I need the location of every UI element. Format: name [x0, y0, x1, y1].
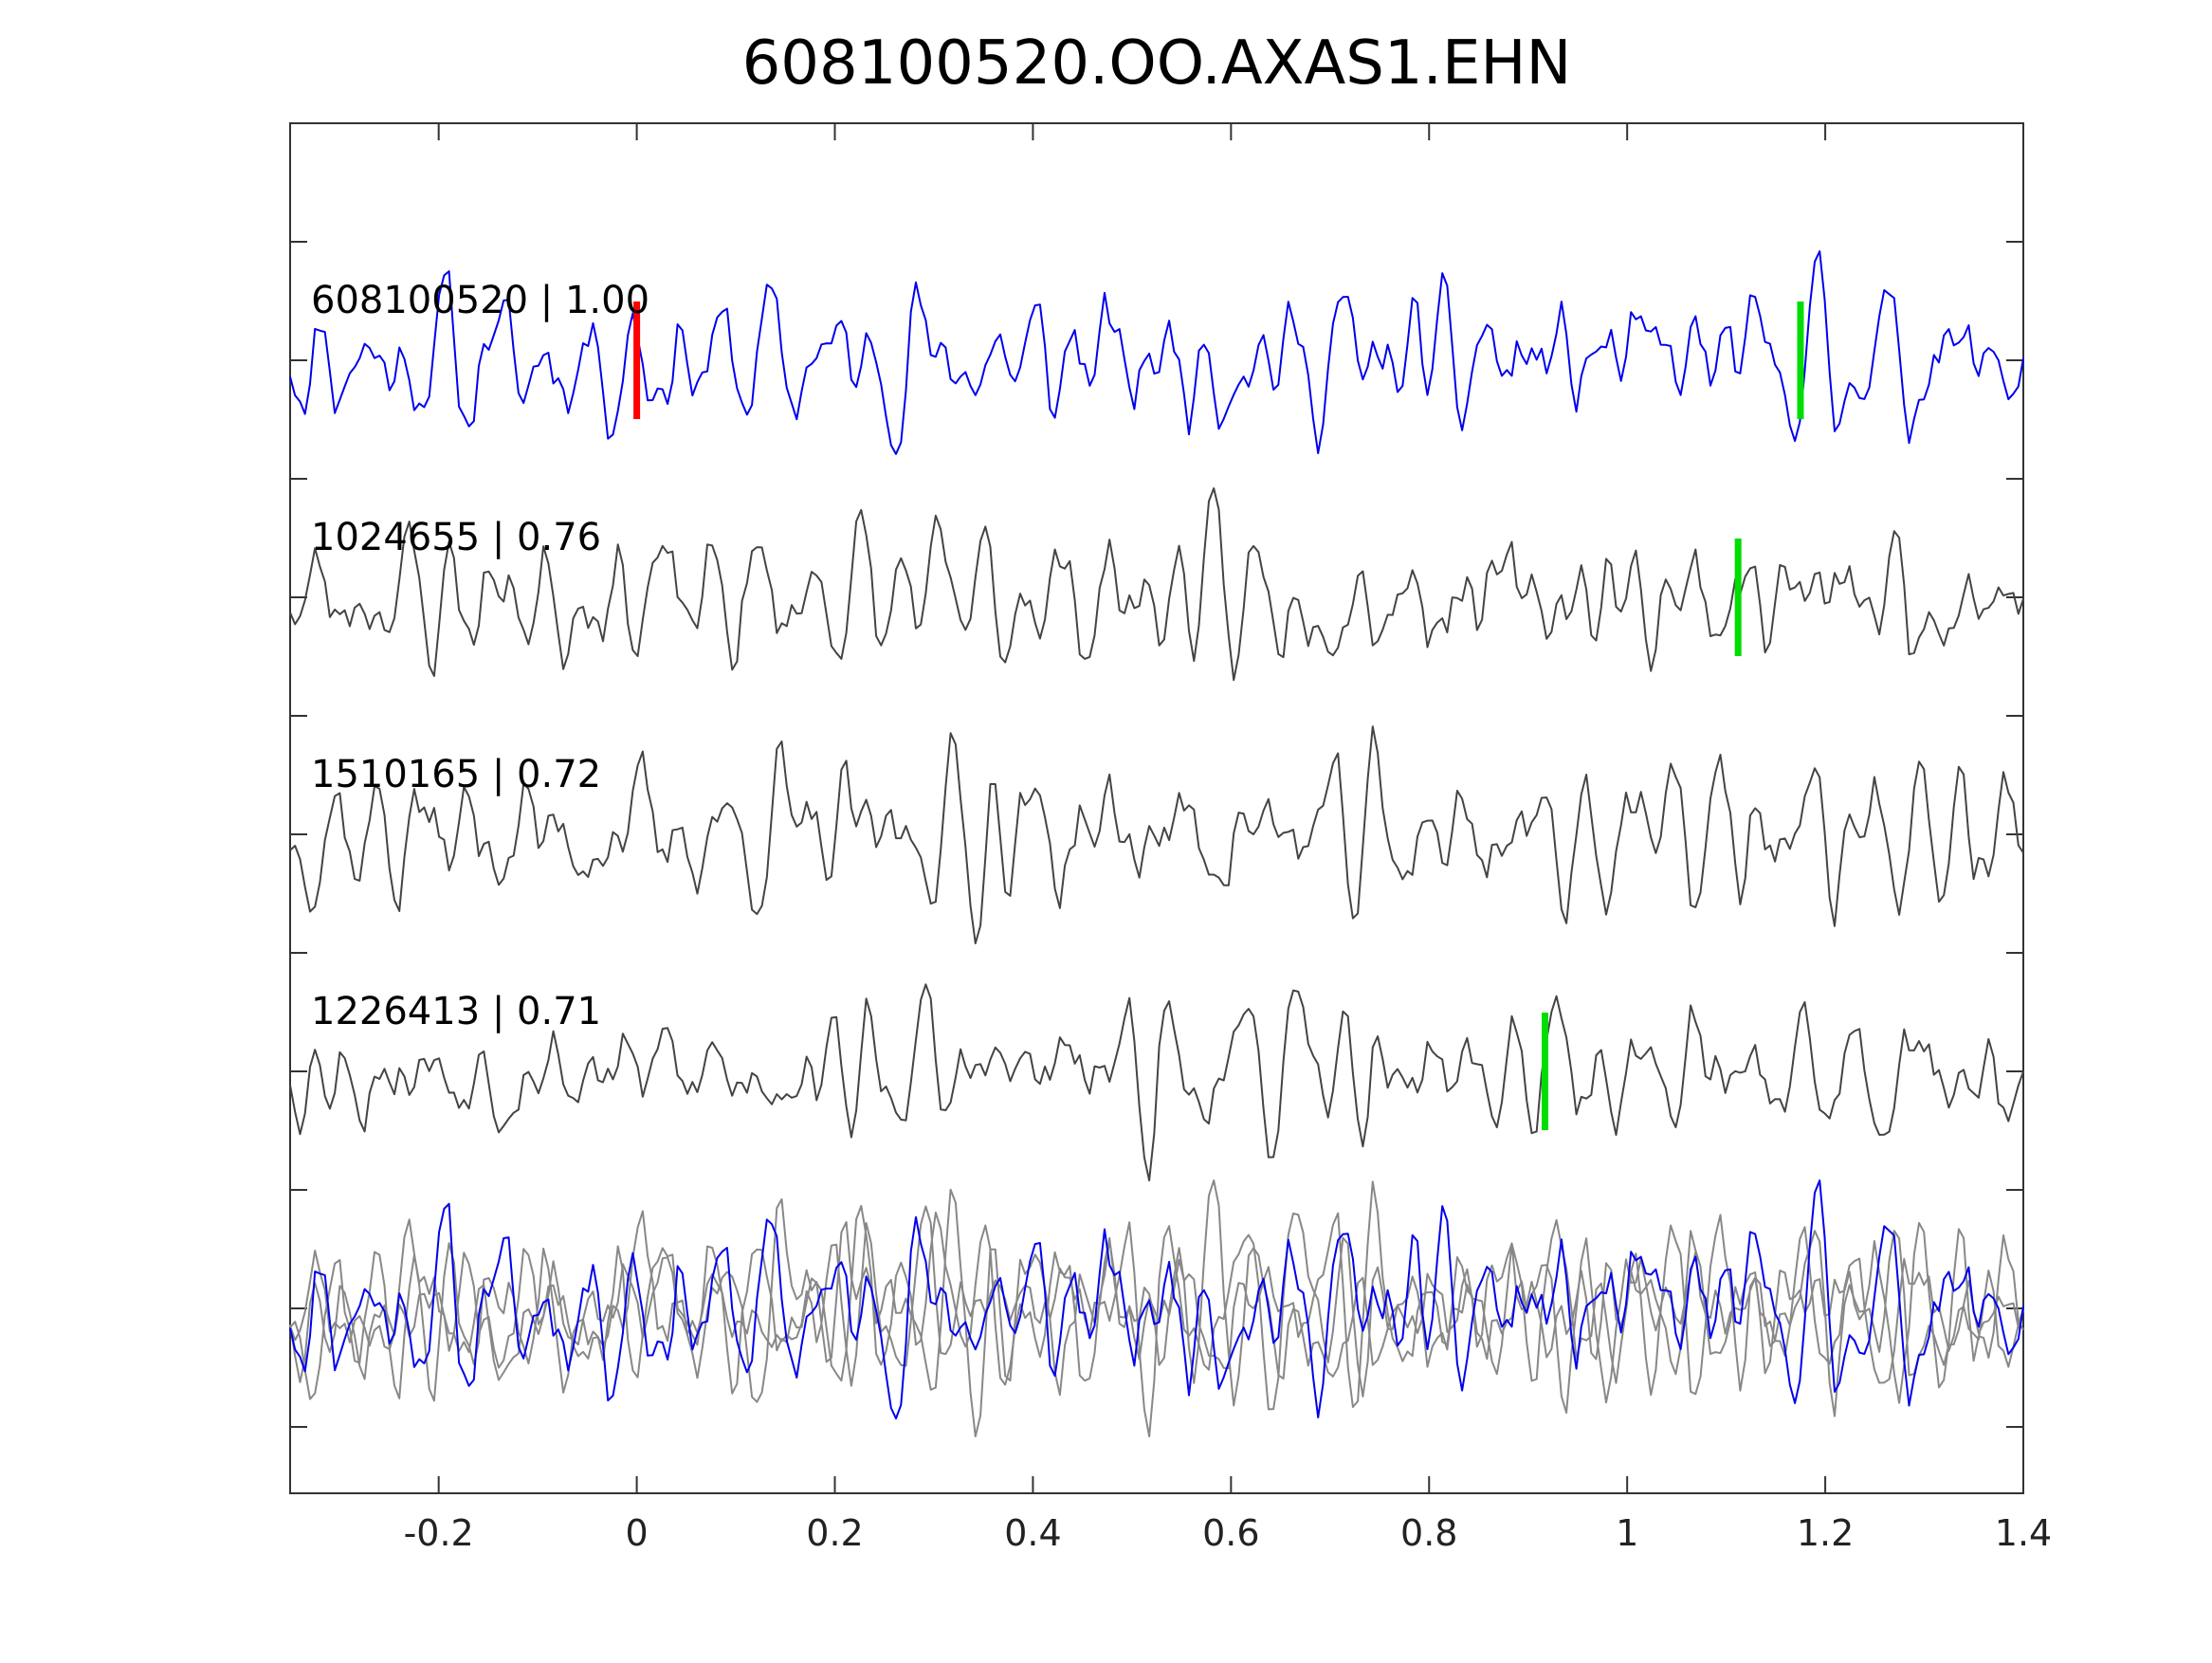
x-tick-label: 0 [626, 1512, 649, 1554]
x-tick-label: 0.4 [1004, 1512, 1061, 1554]
trace-label: 1226413 | 0.71 [311, 990, 601, 1033]
overlay-trace [289, 1205, 2024, 1437]
x-tick-label: 1.4 [1995, 1512, 2052, 1554]
overlay-trace [289, 1179, 2024, 1407]
x-tick-label: 0.2 [806, 1512, 863, 1554]
trace-2 [289, 725, 2024, 944]
x-tick-label: 1.2 [1797, 1512, 1854, 1554]
chart-title: 608100520.OO.AXAS1.EHN [741, 28, 1572, 99]
x-tick-label: 0.6 [1202, 1512, 1259, 1554]
x-tick-label: 0.8 [1400, 1512, 1457, 1554]
trace-label: 1510165 | 0.72 [311, 753, 601, 796]
trace-label: 608100520 | 1.00 [311, 279, 649, 322]
plot-frame [289, 122, 2024, 1494]
x-tick-label: -0.2 [404, 1512, 474, 1554]
trace-1 [289, 487, 2024, 682]
overlay-trace [289, 1179, 2024, 1420]
trace-3 [289, 983, 2024, 1181]
trace-0 [289, 250, 2024, 455]
trace-label: 1024655 | 0.76 [311, 516, 601, 559]
x-tick-label: 1 [1616, 1512, 1638, 1554]
